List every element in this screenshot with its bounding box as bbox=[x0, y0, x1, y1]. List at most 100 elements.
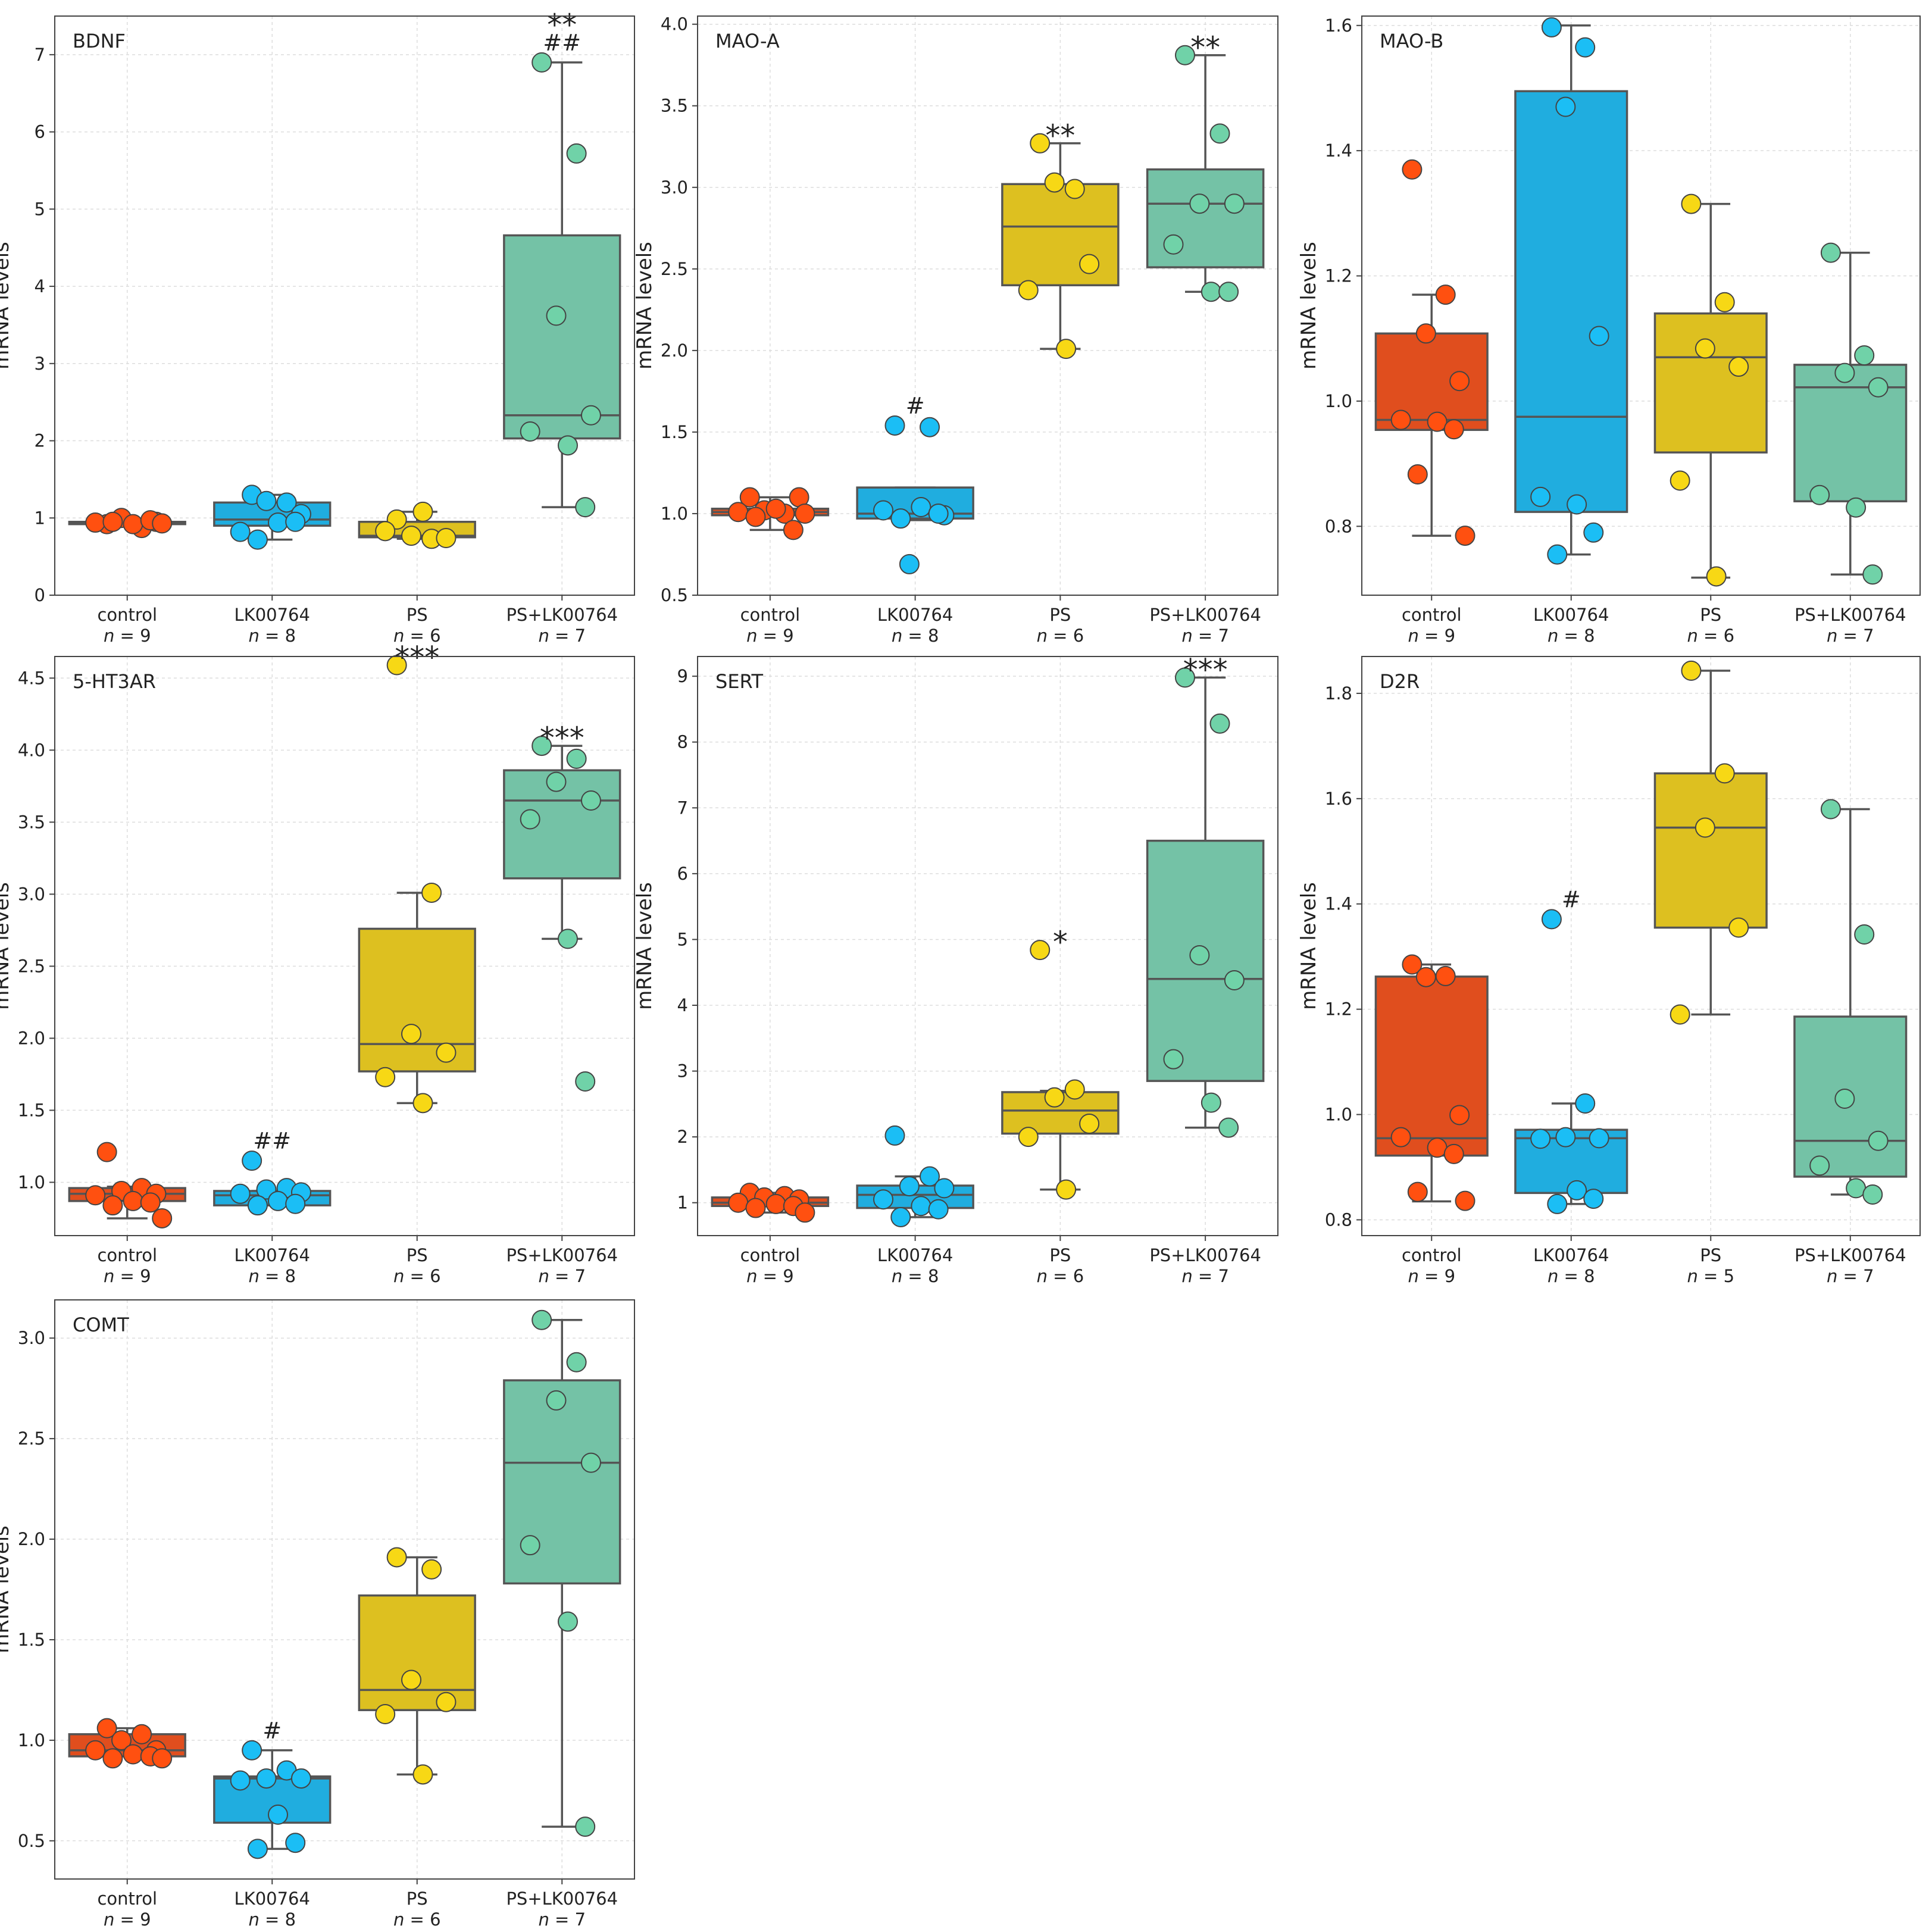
x-tick-label: LK00764 bbox=[877, 1245, 953, 1265]
data-point bbox=[1449, 1105, 1470, 1125]
y-tick-label: 0.8 bbox=[1325, 516, 1352, 536]
x-tick-label: PS bbox=[1700, 605, 1721, 625]
y-tick-label: 2.0 bbox=[18, 1028, 45, 1048]
data-point bbox=[285, 1193, 306, 1214]
x-tick-label: PS+LK00764 bbox=[506, 605, 618, 625]
group-ps+lk00764 bbox=[503, 1309, 621, 1837]
y-tick-label: 5 bbox=[677, 929, 688, 949]
significance-marker: ** bbox=[1045, 118, 1075, 153]
box-iqr bbox=[1514, 90, 1628, 513]
chart-mao-a: 0.5 1.0 1.5 2.0 2.5 3.0 3.5 4.0 mRNA levels contr… bbox=[633, 14, 1278, 646]
group-n-label: n = 6 bbox=[1037, 626, 1084, 646]
group-ps+lk00764 bbox=[1793, 799, 1908, 1205]
data-point bbox=[1209, 123, 1230, 144]
y-tick-label: 1 bbox=[677, 1193, 688, 1213]
y-tick-label: 1.0 bbox=[661, 504, 688, 524]
n-symbol: n bbox=[248, 1266, 259, 1286]
group-n-label: n = 8 bbox=[248, 626, 296, 646]
x-tick-label: PS+LK00764 bbox=[1149, 605, 1261, 625]
data-point bbox=[1402, 159, 1423, 180]
data-point bbox=[1402, 954, 1423, 975]
n-value: = 5 bbox=[1698, 1266, 1734, 1286]
n-value: = 9 bbox=[1419, 626, 1455, 646]
x-tick-label: control bbox=[740, 1245, 801, 1265]
y-tick-label: 7 bbox=[35, 45, 45, 65]
chart-title: SERT bbox=[715, 670, 763, 693]
significance-marker: *** bbox=[395, 640, 439, 675]
data-point bbox=[123, 514, 143, 534]
group-n-label: n = 7 bbox=[538, 1266, 586, 1286]
data-point bbox=[1834, 362, 1855, 383]
data-point bbox=[520, 421, 540, 442]
data-point bbox=[140, 1192, 161, 1213]
data-point bbox=[1862, 564, 1883, 585]
group-control bbox=[1374, 159, 1489, 546]
n-symbol: n bbox=[1181, 626, 1192, 646]
data-point bbox=[267, 1190, 288, 1211]
group-n-label: n = 7 bbox=[1181, 626, 1229, 646]
n-symbol: n bbox=[538, 1266, 549, 1286]
group-ps bbox=[1653, 660, 1768, 1025]
n-value: = 8 bbox=[1558, 1266, 1595, 1286]
significance-marker: ** bbox=[547, 8, 577, 42]
x-tick-label: control bbox=[97, 605, 157, 625]
y-tick-label: 3.0 bbox=[661, 177, 688, 198]
data-point bbox=[928, 503, 949, 524]
y-tick-label: 3.0 bbox=[18, 1328, 45, 1348]
data-point bbox=[242, 1150, 262, 1171]
y-tick-label: 1.6 bbox=[1325, 789, 1352, 809]
data-point bbox=[1163, 1049, 1184, 1070]
group-ps: *** bbox=[358, 640, 476, 1114]
group-ps+lk00764: *** bbox=[503, 721, 621, 1092]
group-control bbox=[68, 508, 186, 539]
y-tick-label: 8 bbox=[677, 732, 688, 752]
group-n-label: n = 7 bbox=[1827, 1266, 1874, 1286]
data-point bbox=[911, 1196, 931, 1217]
y-tick-label: 1.5 bbox=[661, 422, 688, 442]
data-point bbox=[436, 527, 457, 548]
n-value: = 7 bbox=[549, 1266, 586, 1286]
data-point bbox=[1163, 234, 1184, 255]
plot-frame bbox=[697, 15, 1278, 596]
plot-frame bbox=[54, 656, 635, 1236]
n-symbol: n bbox=[1548, 626, 1558, 646]
data-point bbox=[1541, 909, 1562, 930]
data-point bbox=[575, 497, 596, 518]
data-point bbox=[745, 507, 766, 527]
n-symbol: n bbox=[393, 1909, 404, 1929]
n-symbol: n bbox=[1037, 626, 1048, 646]
y-tick-label: 7 bbox=[677, 798, 688, 818]
data-point bbox=[1555, 1127, 1576, 1148]
x-tick-label: PS bbox=[1049, 1245, 1071, 1265]
group-n-label: n = 5 bbox=[1687, 1266, 1734, 1286]
data-point bbox=[152, 1208, 173, 1228]
data-point bbox=[1079, 1114, 1100, 1134]
group-n-label: n = 8 bbox=[1548, 626, 1595, 646]
data-point bbox=[1583, 1189, 1604, 1209]
data-point bbox=[386, 1547, 407, 1568]
data-point bbox=[920, 1166, 940, 1187]
group-ps bbox=[358, 1547, 476, 1785]
data-point bbox=[899, 554, 920, 574]
data-point bbox=[401, 1024, 422, 1045]
y-tick-label: 2.5 bbox=[18, 1428, 45, 1449]
data-point bbox=[575, 1071, 596, 1092]
x-tick-label: LK00764 bbox=[877, 605, 953, 625]
data-point bbox=[1175, 45, 1195, 65]
data-point bbox=[152, 1748, 173, 1769]
x-tick-label: PS bbox=[407, 605, 428, 625]
y-tick-label: 1.0 bbox=[18, 1172, 45, 1192]
data-point bbox=[1862, 1184, 1883, 1205]
data-point bbox=[580, 405, 601, 426]
n-value: = 7 bbox=[1193, 626, 1229, 646]
box-iqr bbox=[1653, 772, 1768, 929]
y-axis-label: mRNA levels bbox=[0, 242, 14, 370]
data-point bbox=[1415, 967, 1436, 987]
y-tick-label: 2.0 bbox=[661, 340, 688, 361]
group-n-label: n = 7 bbox=[538, 1909, 586, 1929]
n-value: = 7 bbox=[1837, 626, 1874, 646]
data-point bbox=[375, 1067, 396, 1087]
data-point bbox=[436, 1042, 457, 1063]
data-point bbox=[1714, 763, 1735, 784]
